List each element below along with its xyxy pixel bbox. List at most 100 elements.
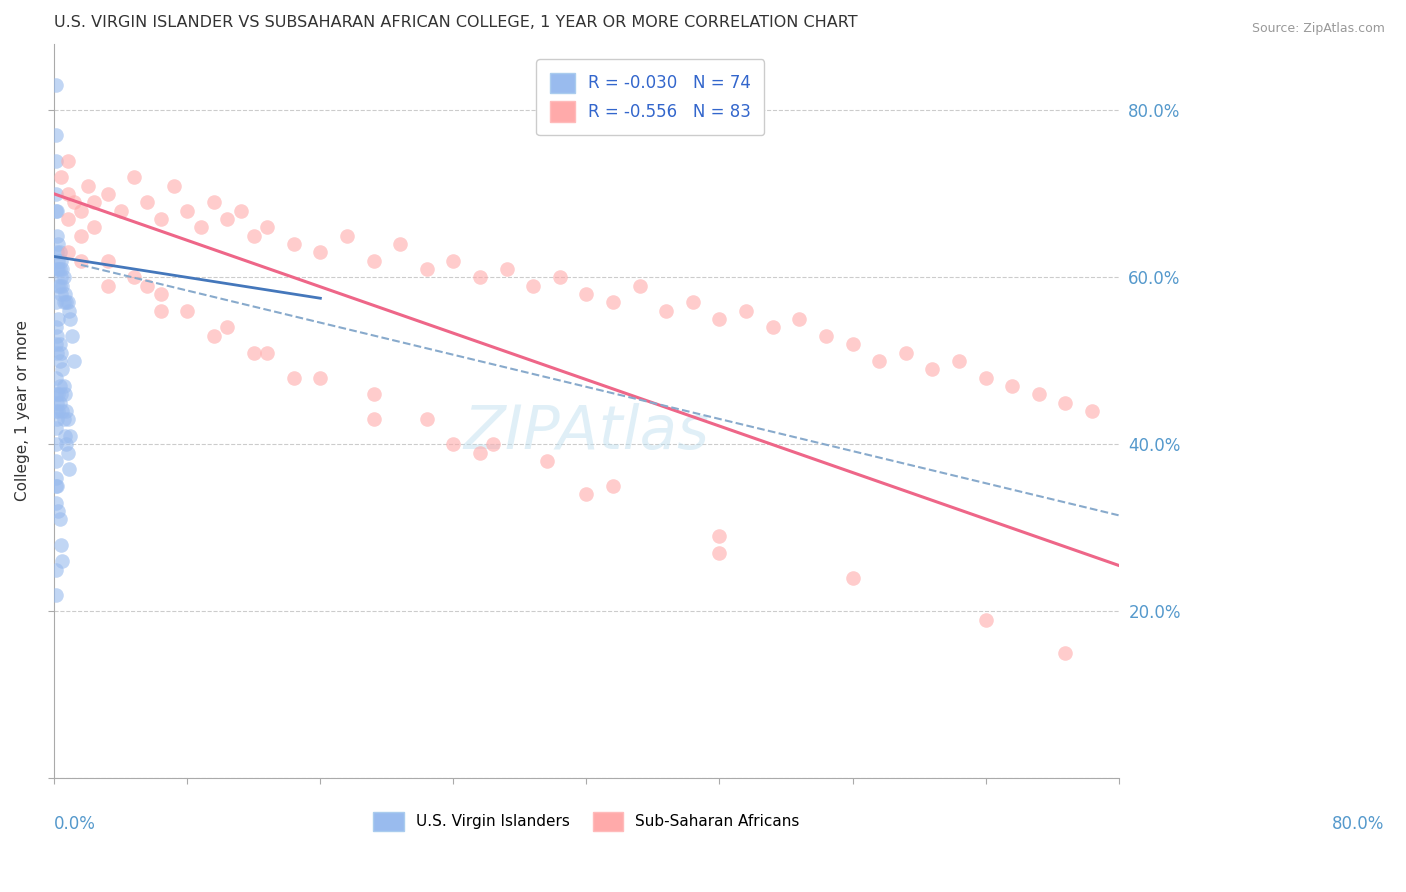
Point bbox=[45, 203, 67, 218]
Point bbox=[48, 395, 70, 409]
Point bbox=[46, 228, 69, 243]
Point bbox=[45, 320, 67, 334]
Point bbox=[49, 387, 72, 401]
Point bbox=[45, 295, 67, 310]
Point bbox=[83, 220, 105, 235]
Point bbox=[51, 362, 73, 376]
Point bbox=[45, 588, 67, 602]
Point bbox=[55, 404, 77, 418]
Point bbox=[56, 445, 79, 459]
Point bbox=[45, 186, 67, 201]
Point bbox=[56, 211, 79, 226]
Point bbox=[45, 387, 67, 401]
Point bbox=[176, 303, 198, 318]
Point bbox=[48, 262, 70, 277]
Point bbox=[363, 412, 385, 426]
Point bbox=[163, 178, 186, 193]
Point bbox=[202, 328, 225, 343]
Point bbox=[468, 270, 491, 285]
Point bbox=[83, 195, 105, 210]
Point bbox=[202, 195, 225, 210]
Point bbox=[814, 328, 837, 343]
Point bbox=[256, 345, 278, 359]
Text: 0.0%: 0.0% bbox=[55, 815, 96, 833]
Point bbox=[46, 387, 69, 401]
Point bbox=[217, 211, 239, 226]
Point bbox=[243, 228, 266, 243]
Point bbox=[841, 337, 863, 351]
Point bbox=[149, 287, 172, 301]
Point bbox=[46, 278, 69, 293]
Point bbox=[70, 228, 93, 243]
Point bbox=[709, 529, 731, 543]
Point bbox=[59, 312, 82, 326]
Point bbox=[1081, 404, 1104, 418]
Point bbox=[122, 170, 145, 185]
Point bbox=[70, 203, 93, 218]
Point bbox=[58, 303, 80, 318]
Point bbox=[655, 303, 678, 318]
Point bbox=[56, 153, 79, 168]
Point bbox=[1001, 379, 1024, 393]
Point bbox=[243, 345, 266, 359]
Point bbox=[441, 253, 464, 268]
Point bbox=[46, 245, 69, 260]
Point bbox=[76, 178, 98, 193]
Point bbox=[46, 395, 69, 409]
Point bbox=[70, 253, 93, 268]
Point bbox=[136, 278, 159, 293]
Point bbox=[45, 437, 67, 451]
Point bbox=[51, 404, 73, 418]
Point bbox=[894, 345, 917, 359]
Point bbox=[575, 487, 598, 501]
Point bbox=[709, 546, 731, 560]
Point bbox=[59, 429, 82, 443]
Point bbox=[1028, 387, 1050, 401]
Point bbox=[45, 404, 67, 418]
Point bbox=[921, 362, 943, 376]
Point bbox=[52, 295, 75, 310]
Point bbox=[46, 253, 69, 268]
Point bbox=[762, 320, 785, 334]
Point bbox=[45, 454, 67, 468]
Point bbox=[416, 262, 439, 277]
Point bbox=[602, 295, 624, 310]
Legend: U.S. Virgin Islanders, Sub-Saharan Africans: U.S. Virgin Islanders, Sub-Saharan Afric… bbox=[367, 805, 806, 837]
Point bbox=[974, 613, 997, 627]
Point bbox=[283, 370, 305, 384]
Point bbox=[45, 563, 67, 577]
Point bbox=[49, 537, 72, 551]
Point bbox=[787, 312, 810, 326]
Point bbox=[176, 203, 198, 218]
Point bbox=[602, 479, 624, 493]
Point bbox=[48, 278, 70, 293]
Point bbox=[628, 278, 651, 293]
Point bbox=[309, 245, 332, 260]
Point bbox=[389, 237, 412, 252]
Point bbox=[56, 245, 79, 260]
Point bbox=[45, 496, 67, 510]
Point bbox=[96, 253, 118, 268]
Point bbox=[229, 203, 252, 218]
Point bbox=[149, 211, 172, 226]
Point bbox=[46, 479, 69, 493]
Point bbox=[96, 186, 118, 201]
Point bbox=[51, 262, 73, 277]
Text: 80.0%: 80.0% bbox=[1333, 815, 1385, 833]
Point bbox=[45, 337, 67, 351]
Point bbox=[110, 203, 132, 218]
Point bbox=[46, 404, 69, 418]
Point bbox=[46, 312, 69, 326]
Point bbox=[52, 270, 75, 285]
Point bbox=[682, 295, 704, 310]
Point bbox=[522, 278, 544, 293]
Point bbox=[63, 354, 86, 368]
Point bbox=[136, 195, 159, 210]
Point bbox=[48, 245, 70, 260]
Point bbox=[51, 554, 73, 568]
Point bbox=[482, 437, 505, 451]
Point bbox=[709, 312, 731, 326]
Point bbox=[45, 479, 67, 493]
Point bbox=[46, 345, 69, 359]
Point bbox=[45, 420, 67, 434]
